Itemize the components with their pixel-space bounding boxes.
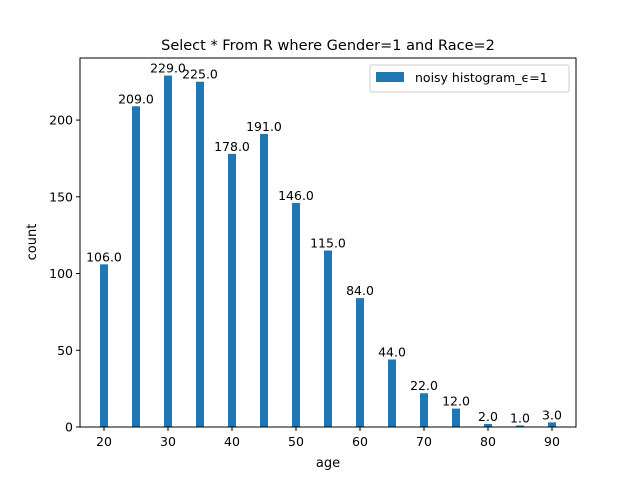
x-tick-label: 30 xyxy=(160,434,176,449)
x-tick-label: 60 xyxy=(352,434,368,449)
data-label: 178.0 xyxy=(214,139,250,154)
legend-label: noisy histogram_ϵ=1 xyxy=(415,70,548,85)
data-label: 22.0 xyxy=(410,378,438,393)
x-tick-label: 20 xyxy=(96,434,112,449)
chart-title: Select * From R where Gender=1 and Race=… xyxy=(161,38,495,54)
x-tick-label: 80 xyxy=(480,434,496,449)
bar xyxy=(484,423,492,427)
plot-frame xyxy=(79,57,577,428)
bar xyxy=(388,359,396,427)
y-tick-label: 100 xyxy=(49,266,73,281)
bar xyxy=(516,425,524,427)
data-label: 225.0 xyxy=(182,67,218,82)
y-axis-label: count xyxy=(25,224,40,261)
data-label: 106.0 xyxy=(86,249,122,264)
bar xyxy=(548,422,556,427)
y-tick-label: 0 xyxy=(65,420,73,435)
legend-swatch xyxy=(376,72,404,82)
y-tick-label: 50 xyxy=(57,343,73,358)
y-tick-label: 150 xyxy=(49,189,73,204)
bar xyxy=(292,202,300,427)
data-label: 2.0 xyxy=(478,409,498,424)
x-tick-label: 50 xyxy=(288,434,304,449)
bar xyxy=(228,153,236,427)
x-axis-label: age xyxy=(316,456,340,471)
data-label: 191.0 xyxy=(246,119,282,134)
y-tick-label: 200 xyxy=(49,113,73,128)
data-label: 209.0 xyxy=(118,91,154,106)
bar xyxy=(452,408,460,427)
x-axis-ticks: 20 30 40 50 60 70 80 90 xyxy=(96,427,560,449)
data-label: 84.0 xyxy=(346,283,374,298)
bar xyxy=(420,393,428,427)
data-label: 12.0 xyxy=(442,394,470,409)
data-label: 1.0 xyxy=(510,410,530,425)
legend: noisy histogram_ϵ=1 xyxy=(369,64,570,93)
bar xyxy=(100,264,108,427)
legend-box xyxy=(369,64,570,93)
x-tick-label: 40 xyxy=(224,434,240,449)
bar xyxy=(324,250,332,427)
data-label: 44.0 xyxy=(378,344,406,359)
bar xyxy=(260,133,268,427)
x-tick-label: 90 xyxy=(544,434,560,449)
data-label: 146.0 xyxy=(278,188,314,203)
x-tick-label: 70 xyxy=(416,434,432,449)
bar xyxy=(164,75,172,427)
data-label: 115.0 xyxy=(310,236,346,251)
bar xyxy=(196,81,204,428)
bar xyxy=(356,298,364,427)
data-label: 229.0 xyxy=(150,61,186,76)
bar xyxy=(132,106,140,427)
bars-group xyxy=(100,75,556,428)
data-label: 3.0 xyxy=(542,407,562,422)
y-axis-ticks: 0 50 100 150 200 xyxy=(49,113,80,435)
